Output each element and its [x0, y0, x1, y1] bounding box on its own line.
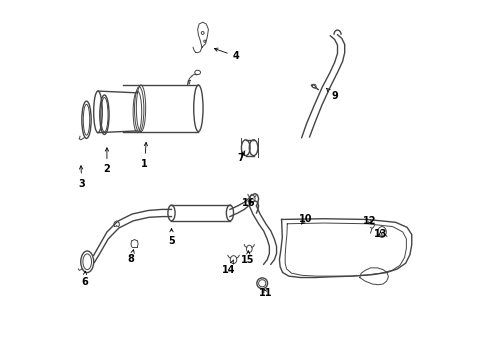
Text: 5: 5: [168, 229, 175, 246]
Text: 14: 14: [222, 260, 236, 275]
Text: 10: 10: [299, 215, 313, 224]
Text: 1: 1: [141, 143, 148, 169]
Text: 8: 8: [127, 250, 134, 264]
Text: 9: 9: [326, 88, 338, 101]
Text: 15: 15: [241, 251, 255, 265]
Text: 11: 11: [259, 288, 272, 298]
Text: 12: 12: [363, 216, 376, 226]
Text: 16: 16: [242, 198, 255, 208]
Text: 2: 2: [103, 148, 110, 174]
Text: 13: 13: [374, 229, 387, 239]
Text: 4: 4: [215, 48, 240, 61]
Text: 3: 3: [78, 166, 85, 189]
Text: 7: 7: [237, 151, 245, 163]
Text: 6: 6: [81, 271, 88, 287]
